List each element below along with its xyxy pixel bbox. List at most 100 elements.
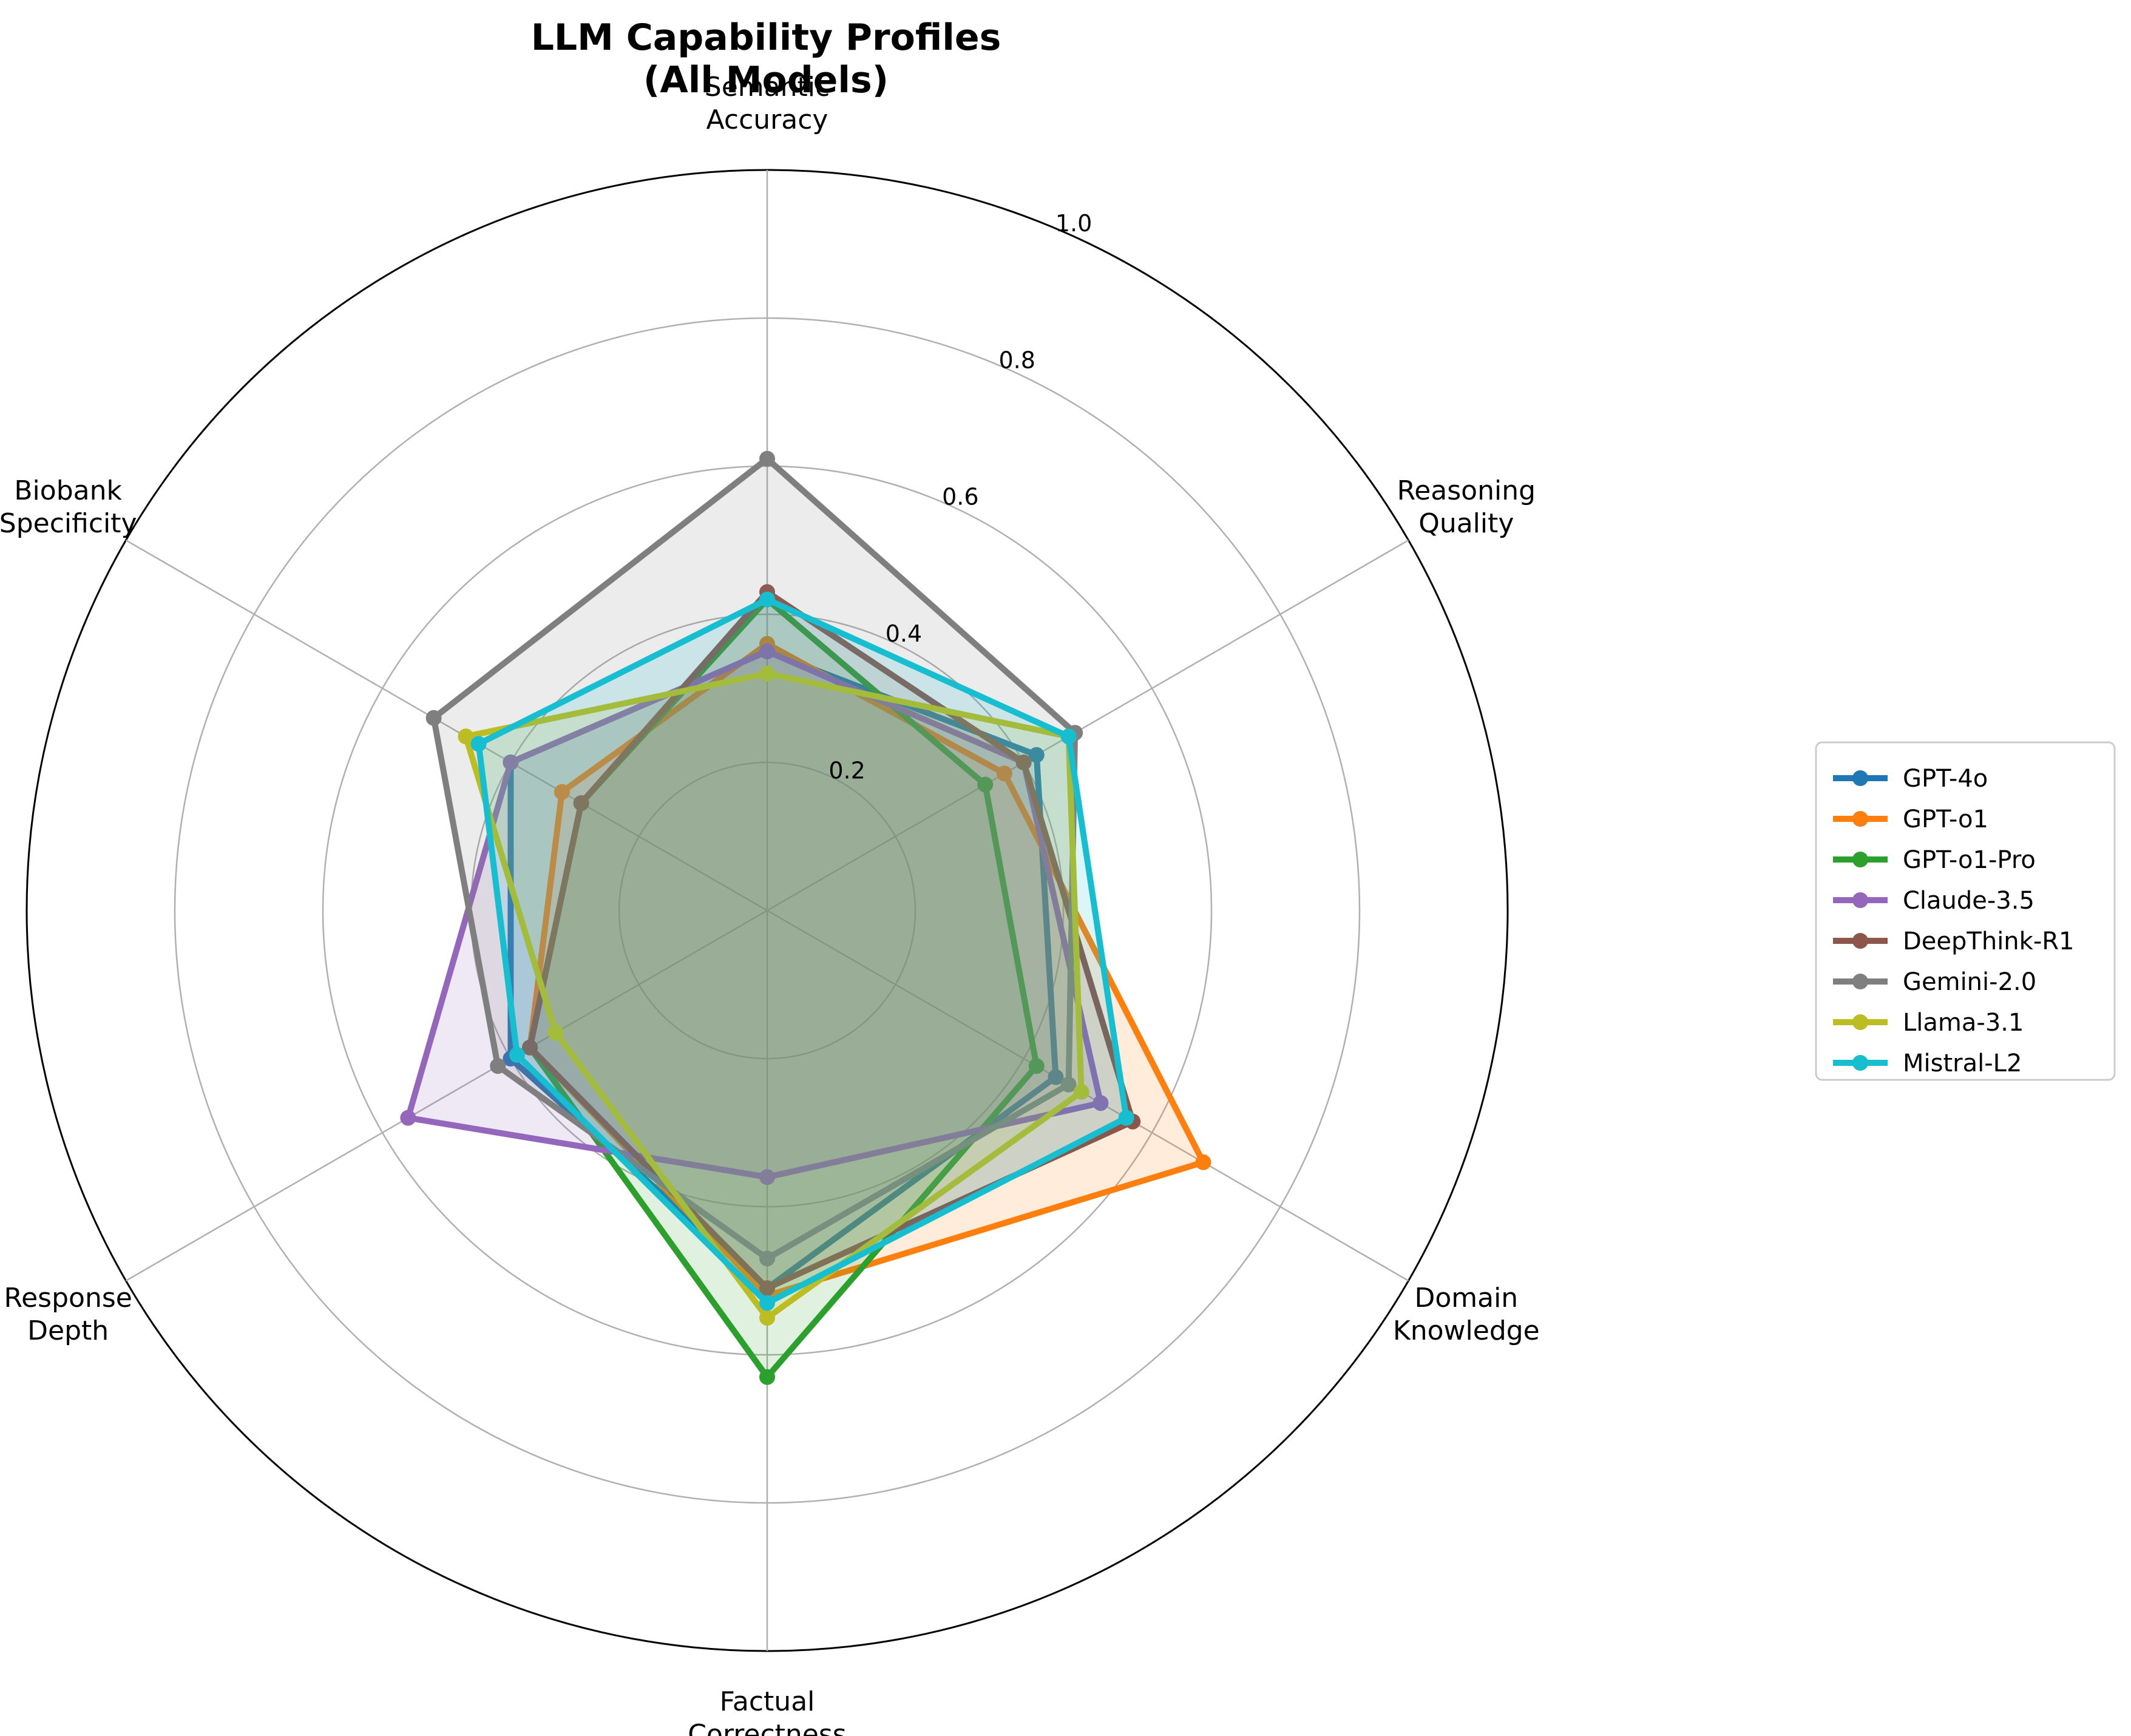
legend-item-8: Mistral-L2: [1833, 1049, 2022, 1077]
series-4-point-5: [400, 1110, 416, 1126]
series-1-point-3: [1048, 1069, 1064, 1085]
radial-tick-labels: 0.2 0.4 0.6 0.8 1.0: [828, 210, 1092, 784]
series-2-point-6: [554, 784, 570, 800]
series-8: [470, 591, 1134, 1311]
legend-swatch-marker-8: [1852, 1055, 1868, 1071]
series-2-point-3: [1195, 1154, 1211, 1170]
axis-label-6-line-1: Biobank: [14, 475, 122, 506]
legend-frame: [1815, 741, 2116, 1081]
series-fill-2: [530, 643, 1204, 1296]
series-5-point-5: [522, 1039, 538, 1056]
series-layer: [400, 450, 1211, 1385]
legend-label-7: Llama-3.1: [1903, 1009, 2024, 1037]
series-8-point-6: [470, 736, 487, 752]
series-fill-4: [408, 651, 1101, 1178]
radial-tick-label-5: 1.0: [1055, 210, 1092, 237]
legend-item-5: DeepThink-R1: [1833, 927, 2075, 955]
legend-item-7: Llama-3.1: [1833, 1009, 2024, 1037]
axis-label-3-line-1: Domain: [1414, 1283, 1518, 1314]
series-5-point-6: [573, 795, 589, 812]
axis-label-5-line-2: Depth: [27, 1315, 109, 1346]
radial-tick-label-3: 0.6: [942, 484, 978, 510]
legend-item-3: GPT-o1-Pro: [1833, 846, 2036, 874]
series-fill-7: [466, 673, 1082, 1318]
axis-label-5-line-1: Response: [4, 1283, 132, 1314]
radial-grid: [25, 169, 1509, 1652]
legend-label-5: DeepThink-R1: [1903, 927, 2075, 955]
series-6-point-5: [490, 1058, 506, 1074]
legend: GPT-4o GPT-o1 GPT-o1-Pro Claude-3.5 DeepThin…: [1815, 741, 2116, 1081]
spoke-line-5: [125, 909, 768, 1282]
series-8-point-5: [509, 1046, 525, 1063]
series-8-point-4: [759, 1295, 775, 1311]
axis-label-2-line-1: Reasoning: [1397, 475, 1536, 506]
series-4-point-6: [503, 754, 519, 770]
legend-label-8: Mistral-L2: [1903, 1049, 2022, 1077]
series-7-point-5: [547, 1025, 564, 1041]
legend-label-1: GPT-4o: [1903, 765, 1988, 793]
series-8-point-2: [1060, 728, 1077, 745]
series-8-point-1: [759, 591, 775, 608]
series-6-point-6: [425, 710, 442, 726]
radial-tick-label-1: 0.2: [828, 758, 865, 784]
legend-item-2: GPT-o1: [1833, 805, 1988, 833]
legend-swatch-marker-6: [1852, 974, 1868, 989]
series-3-point-3: [1028, 1058, 1045, 1074]
series-6-point-3: [1060, 1076, 1077, 1093]
series-7-point-6: [458, 728, 474, 745]
series-3-point-2: [977, 776, 994, 793]
series-8-point-3: [1118, 1110, 1134, 1126]
legend-item-6: Gemini-2.0: [1833, 968, 2036, 996]
radial-tick-label-4: 0.8: [998, 347, 1035, 373]
chart-title: LLM Capability Profiles (All Models): [531, 16, 1001, 101]
axis-label-4-line-2: Correctness: [688, 1719, 846, 1736]
axis-label-1-line-2: Accuracy: [706, 104, 828, 135]
chart-title-line-1: LLM Capability Profiles: [531, 16, 1001, 59]
series-3-point-4: [759, 1369, 775, 1385]
legend-item-4: Claude-3.5: [1833, 887, 2034, 915]
legend-swatch-marker-1: [1852, 770, 1868, 786]
spoke-line-2: [767, 539, 1409, 912]
legend-label-6: Gemini-2.0: [1903, 968, 2036, 996]
axis-label-1-line-1: Semantic: [705, 72, 830, 103]
legend-swatch-marker-4: [1852, 892, 1868, 908]
chart-title-line-2: (All Models): [643, 59, 889, 101]
axis-label-3-line-2: Knowledge: [1393, 1315, 1540, 1346]
legend-swatch-marker-3: [1852, 852, 1868, 867]
radial-tick-label-2: 0.4: [886, 620, 922, 647]
series-5-point-2: [1015, 754, 1032, 770]
legend-swatch-marker-7: [1852, 1014, 1868, 1030]
legend-swatch-marker-5: [1852, 933, 1868, 949]
axis-label-4-line-1: Factual: [720, 1686, 815, 1717]
series-7-point-1: [759, 665, 775, 682]
series-6-point-1: [759, 450, 775, 467]
series-6-point-4: [759, 1250, 775, 1267]
series-fill-6: [433, 458, 1076, 1259]
series-5-point-4: [759, 1280, 775, 1297]
legend-label-2: GPT-o1: [1903, 805, 1988, 833]
series-fill-8: [478, 599, 1126, 1303]
axis-label-6-line-2: Specificity: [0, 508, 137, 539]
legend-label-4: Claude-3.5: [1903, 887, 2034, 915]
series-2-point-2: [996, 765, 1012, 782]
spoke-line-6: [125, 539, 768, 912]
legend-label-3: GPT-o1-Pro: [1903, 846, 2036, 874]
axis-label-2-line-2: Quality: [1418, 508, 1514, 539]
legend-swatch-marker-2: [1852, 811, 1868, 827]
series-5: [522, 584, 1141, 1297]
series-1-point-2: [1028, 747, 1045, 763]
series-4-point-4: [759, 1169, 775, 1185]
series-7-point-4: [759, 1310, 775, 1326]
series-4-point-1: [759, 643, 775, 659]
series-fill-1: [510, 651, 1056, 1289]
series-fill-5: [530, 592, 1133, 1289]
series-4-point-3: [1093, 1095, 1109, 1111]
axis-label-4: Factual Correctness: [688, 1686, 846, 1736]
